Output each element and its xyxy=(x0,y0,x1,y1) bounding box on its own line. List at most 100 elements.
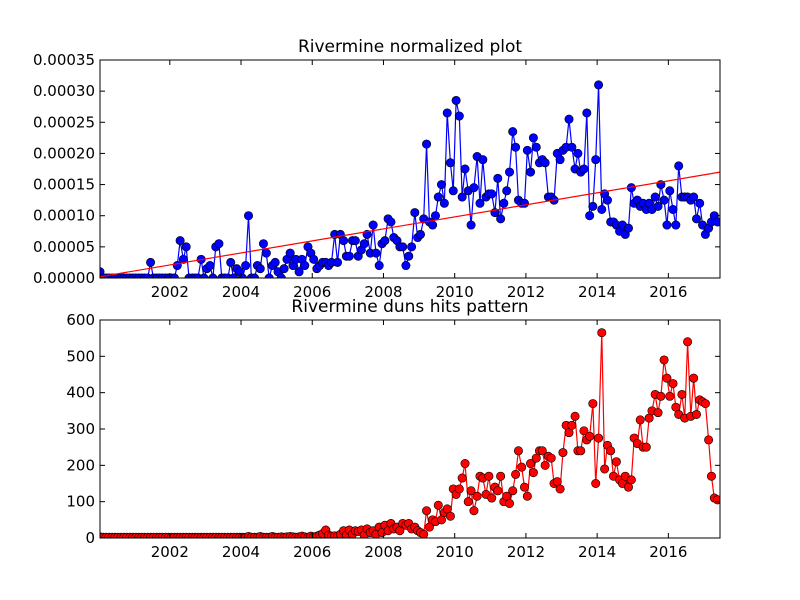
data-point xyxy=(380,236,390,246)
data-point xyxy=(499,198,509,208)
data-point xyxy=(579,426,589,436)
data-point xyxy=(522,145,532,155)
data-point xyxy=(460,459,470,469)
data-point xyxy=(493,486,503,496)
data-point xyxy=(611,457,621,467)
y-tick-label: 0.00025 xyxy=(33,113,95,131)
data-point xyxy=(546,453,556,463)
y-tick-label: 0.00010 xyxy=(33,207,95,225)
data-point xyxy=(522,491,532,501)
data-point xyxy=(285,248,295,258)
x-tick-label: 2012 xyxy=(507,283,545,301)
data-point xyxy=(576,446,586,456)
data-point xyxy=(567,142,577,152)
data-point xyxy=(600,464,610,474)
data-point xyxy=(472,491,482,501)
data-point xyxy=(683,337,693,347)
data-point xyxy=(588,201,598,211)
x-tick-label: 2016 xyxy=(649,543,687,561)
data-point xyxy=(579,164,589,174)
data-point xyxy=(668,204,678,214)
data-point xyxy=(344,251,354,261)
x-tick-label: 2006 xyxy=(293,543,331,561)
data-point xyxy=(261,248,271,258)
data-point xyxy=(300,261,310,271)
data-point xyxy=(484,471,494,481)
data-point xyxy=(463,497,473,507)
data-point xyxy=(339,236,349,246)
data-point xyxy=(333,257,343,267)
data-point xyxy=(457,192,467,202)
data-point xyxy=(457,473,467,483)
data-point xyxy=(623,223,633,233)
data-point xyxy=(422,139,432,149)
data-point xyxy=(526,459,536,469)
data-point xyxy=(591,155,601,165)
data-point xyxy=(428,220,438,230)
data-point xyxy=(653,408,663,418)
data-point xyxy=(526,167,536,177)
plot-area xyxy=(100,328,720,538)
y-tick-label: 0.00015 xyxy=(33,176,95,194)
data-point xyxy=(294,267,304,277)
data-point xyxy=(454,111,464,121)
data-point xyxy=(505,498,515,508)
data-point xyxy=(573,148,583,158)
data-point xyxy=(511,142,521,152)
data-point xyxy=(487,493,497,503)
data-point xyxy=(665,391,675,401)
x-tick-label: 2004 xyxy=(222,543,260,561)
data-point xyxy=(178,254,188,264)
data-point xyxy=(374,261,384,271)
data-point xyxy=(689,192,699,202)
x-tick-label: 2006 xyxy=(293,283,331,301)
data-point xyxy=(419,529,429,538)
data-point xyxy=(570,411,580,421)
data-point xyxy=(496,214,506,224)
y-tick-label: 200 xyxy=(66,456,95,474)
data-point xyxy=(704,435,714,445)
data-point xyxy=(496,471,506,481)
data-point xyxy=(205,261,215,271)
data-point xyxy=(517,462,527,472)
data-point xyxy=(433,500,443,510)
y-tick-label: 0.00030 xyxy=(33,82,95,100)
data-point xyxy=(371,248,381,258)
data-point xyxy=(433,192,443,202)
data-point xyxy=(466,220,476,230)
y-tick-label: 600 xyxy=(66,311,95,329)
data-point xyxy=(585,211,595,221)
data-point xyxy=(439,198,449,208)
y-tick-label: 0.00005 xyxy=(33,238,95,256)
data-point xyxy=(401,261,411,271)
x-tick-label: 2012 xyxy=(507,543,545,561)
data-point xyxy=(244,211,254,221)
data-point xyxy=(650,192,660,202)
data-point xyxy=(505,167,515,177)
data-point xyxy=(181,242,191,252)
data-point xyxy=(659,195,669,205)
data-point xyxy=(531,142,541,152)
y-tick-label: 0.00035 xyxy=(33,51,95,69)
data-point xyxy=(478,155,488,165)
data-point xyxy=(528,133,538,143)
data-point xyxy=(641,442,651,452)
data-point xyxy=(528,468,538,478)
data-point xyxy=(368,220,378,230)
data-point xyxy=(567,420,577,430)
data-point xyxy=(695,198,705,208)
y-tick-label: 0.00020 xyxy=(33,144,95,162)
x-tick-label: 2014 xyxy=(578,283,616,301)
x-tick-label: 2016 xyxy=(649,283,687,301)
x-tick-label: 2008 xyxy=(364,283,402,301)
data-point xyxy=(656,391,666,401)
data-point xyxy=(448,186,458,196)
data-point xyxy=(662,220,672,230)
data-point xyxy=(226,257,236,267)
data-point xyxy=(588,399,598,409)
data-point xyxy=(635,415,645,425)
y-tick-label: 100 xyxy=(66,493,95,511)
data-point xyxy=(537,446,547,456)
